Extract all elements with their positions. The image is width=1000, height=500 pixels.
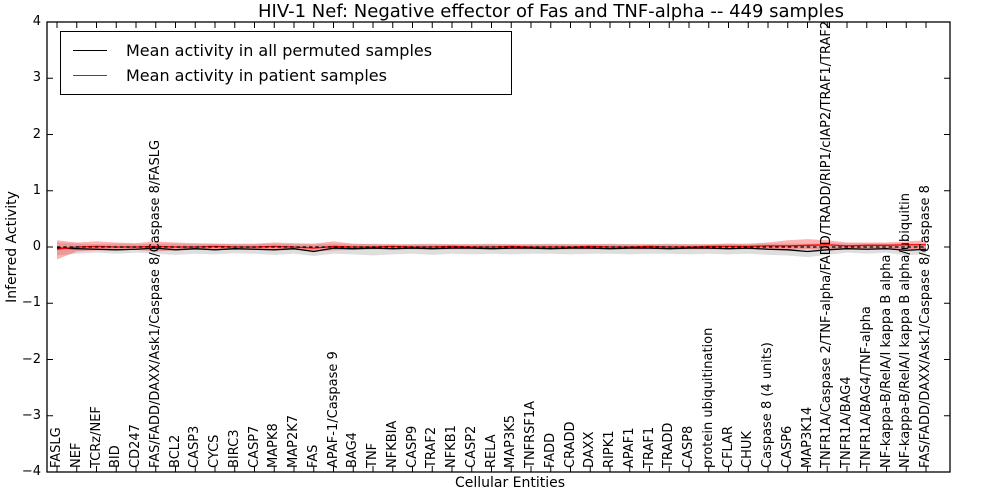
red-line-swatch [73,75,107,77]
chart-title: HIV-1 Nef: Negative effector of Fas and … [258,1,844,22]
legend-label: Mean activity in all permuted samples [126,40,433,60]
legend: Mean activity in all permuted samples Me… [60,31,512,95]
y-axis-label: Inferred Activity [4,191,20,303]
line-permuted [56,247,927,253]
black-line-swatch [73,49,107,51]
line-patient [56,244,926,250]
x-axis-label: Cellular Entities [454,475,566,491]
legend-item-patient: Mean activity in patient samples [73,66,501,85]
legend-label: Mean activity in patient samples [126,66,387,86]
legend-item-permuted: Mean activity in all permuted samples [73,41,501,60]
